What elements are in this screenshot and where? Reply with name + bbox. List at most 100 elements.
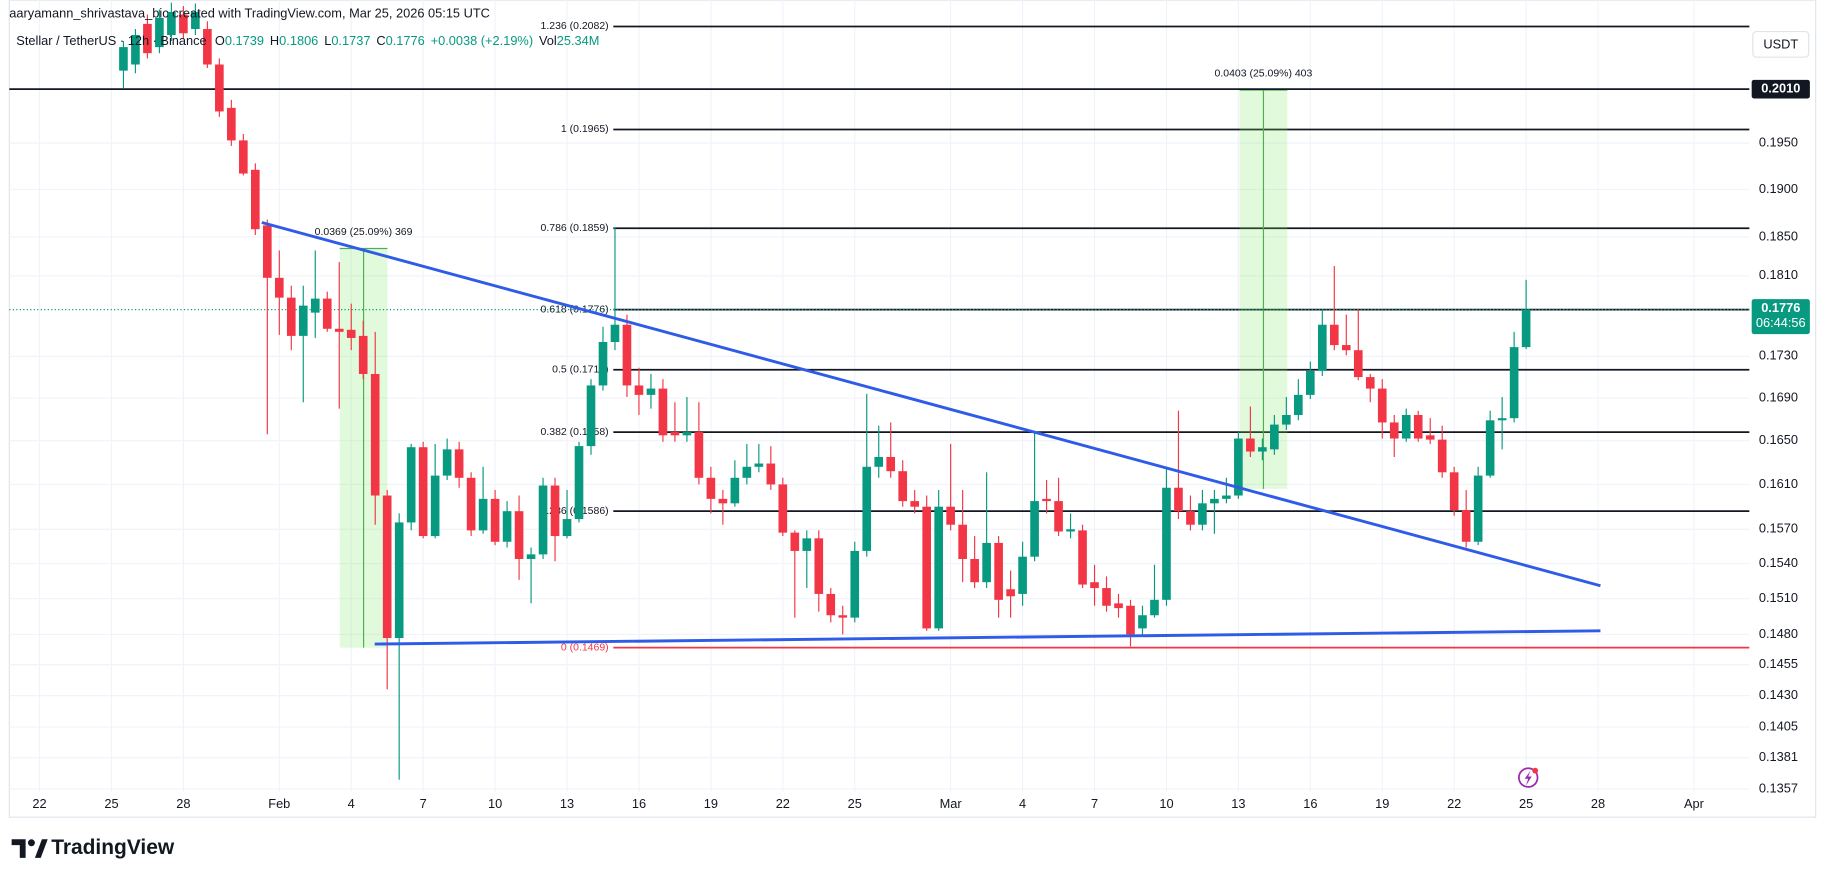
- candle-body: [1018, 556, 1027, 594]
- candle-body: [466, 477, 476, 531]
- candle-body: [1102, 588, 1111, 606]
- candle-body: [1054, 501, 1063, 532]
- candle-body: [1150, 599, 1159, 616]
- y-tick-label: 0.1455: [1759, 656, 1798, 671]
- x-tick-label: 7: [1091, 796, 1098, 811]
- y-tick-label: 0.1480: [1759, 626, 1798, 641]
- fib-label: 0.786 (0.1859): [541, 223, 609, 234]
- candle-body: [1222, 495, 1231, 499]
- trendline: [261, 221, 1601, 588]
- legend-h: H: [270, 33, 279, 48]
- candle-body: [658, 388, 668, 436]
- candle-body: [1138, 615, 1147, 629]
- candle-body: [514, 511, 524, 559]
- candle-body: [970, 558, 979, 583]
- x-tick-label: 22: [1447, 796, 1461, 811]
- candle-body: [334, 328, 344, 332]
- candle-body: [1306, 370, 1315, 395]
- x-tick-label: 4: [1019, 796, 1026, 811]
- legend-symbol: Stellar / TetherUS · 12h · Binance: [16, 33, 206, 48]
- candle-body: [1210, 498, 1219, 504]
- candle-body: [1294, 394, 1303, 415]
- candle-body: [1329, 324, 1339, 346]
- legend-c-value: 0.1776: [386, 33, 425, 48]
- candle-body: [1473, 475, 1483, 542]
- candle-body: [754, 463, 764, 467]
- x-tick-label: 22: [776, 796, 790, 811]
- candle-body: [742, 466, 752, 478]
- candle-body: [155, 17, 164, 48]
- brand: TradingView: [51, 836, 175, 859]
- fib-label: 1.236 (0.2082): [541, 21, 609, 32]
- candle-body: [203, 29, 212, 65]
- x-tick-label: 25: [1519, 796, 1533, 811]
- candle-body: [1401, 414, 1411, 439]
- lightning-icon[interactable]: [1518, 767, 1539, 788]
- legend-change: +0.0038 (+2.19%): [431, 33, 533, 48]
- x-tick-label: 19: [1375, 796, 1389, 811]
- candle-body: [1521, 309, 1531, 348]
- candle-body: [814, 538, 824, 594]
- x-tick-label: 22: [32, 796, 46, 811]
- x-tick-label: 16: [632, 796, 646, 811]
- candle-body: [730, 477, 740, 504]
- candle-body: [1413, 414, 1423, 439]
- x-tick-label: 25: [848, 796, 862, 811]
- candle-body: [958, 524, 967, 559]
- x-tick-label: 19: [704, 796, 718, 811]
- y-tick-label: 0.1950: [1759, 135, 1798, 150]
- candle-body: [1497, 418, 1507, 421]
- brand-logo: [11, 839, 48, 858]
- candle-body: [1066, 529, 1075, 532]
- icon-ring: [1518, 767, 1539, 788]
- x-tick-label: 13: [560, 796, 574, 811]
- candle-body: [706, 477, 716, 499]
- candle-body: [239, 140, 248, 174]
- candle-body: [886, 456, 896, 472]
- candle-body: [790, 532, 800, 551]
- candle-body: [622, 324, 632, 386]
- candle-body: [1234, 438, 1243, 496]
- x-tick-label: 13: [1231, 796, 1245, 811]
- measure-label: 0.0369 (25.09%) 369: [315, 227, 413, 238]
- legend-h-value: 0.1806: [279, 33, 318, 48]
- candle-body: [274, 277, 284, 298]
- y-tick-label: 0.1570: [1759, 521, 1798, 536]
- candle-body: [119, 47, 128, 71]
- currency-box[interactable]: [1752, 30, 1810, 58]
- candle-body: [418, 447, 428, 537]
- candle-body: [850, 550, 860, 618]
- measure-label: 0.0403 (25.09%) 403: [1215, 69, 1313, 80]
- candle-body: [538, 485, 548, 555]
- candle-body: [310, 298, 320, 313]
- candle-body: [910, 501, 920, 507]
- candle-body: [994, 542, 1003, 600]
- price-badge-label: 0.1776: [1761, 300, 1800, 315]
- candle-body: [322, 298, 332, 329]
- candle-body: [838, 615, 848, 618]
- candle-body: [1246, 438, 1255, 452]
- x-tick-label: 28: [176, 796, 190, 811]
- candle-body: [550, 485, 560, 537]
- candle-body: [1365, 377, 1375, 389]
- candle-body: [610, 324, 620, 343]
- candle-body: [131, 35, 140, 65]
- candle-body: [682, 432, 692, 436]
- legend: Stellar / TetherUS · 12h · Binance O0.17…: [16, 33, 599, 48]
- y-tick-label: 0.1850: [1759, 228, 1798, 243]
- candle-body: [1114, 603, 1123, 609]
- fib-label: 0 (0.1469): [561, 642, 609, 653]
- candle-body: [1198, 503, 1207, 525]
- candle-body: [406, 447, 416, 523]
- candle-body: [143, 23, 152, 54]
- currency[interactable]: USDT: [1763, 36, 1798, 51]
- candle-body: [346, 329, 356, 338]
- candle-body: [1042, 498, 1051, 502]
- candle-body: [1282, 414, 1291, 425]
- y-tick-label: 0.1610: [1759, 476, 1798, 491]
- y-tick-label: 0.1690: [1759, 389, 1798, 404]
- legend-o-value: 0.1739: [225, 33, 264, 48]
- candle-body: [766, 463, 776, 485]
- candle-body: [1425, 435, 1435, 440]
- x-tick-label: Mar: [940, 796, 963, 811]
